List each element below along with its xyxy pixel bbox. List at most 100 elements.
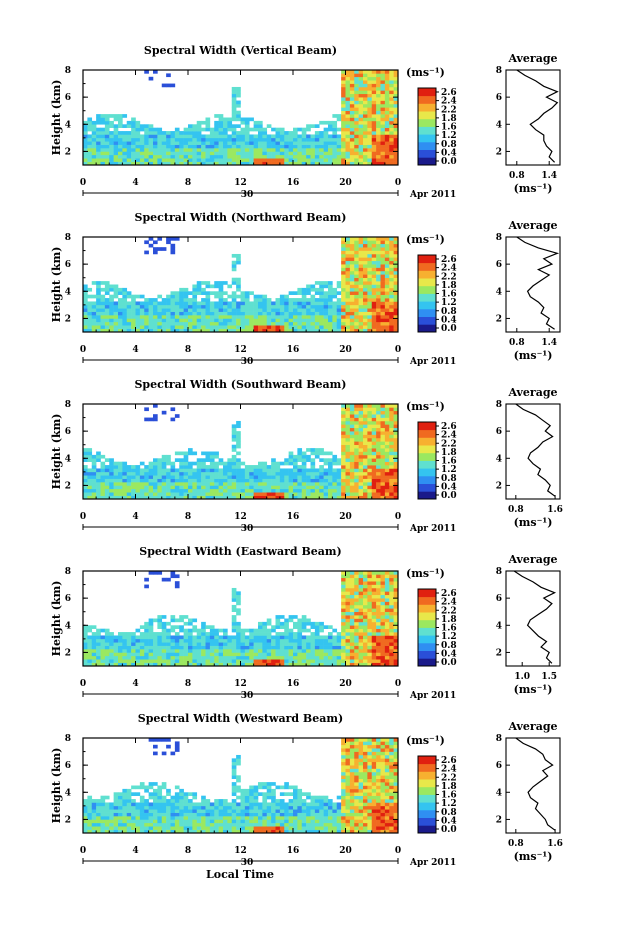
- heatmap-cell: [101, 305, 106, 309]
- heatmap-cell: [118, 659, 123, 663]
- heatmap-cell: [341, 94, 346, 98]
- heatmap-cell: [140, 151, 145, 155]
- heatmap-cell: [140, 816, 145, 820]
- heatmap-cell: [258, 128, 263, 132]
- heatmap-cell: [381, 301, 386, 305]
- heatmap-cell: [241, 141, 246, 145]
- heatmap-cell: [276, 318, 281, 322]
- heatmap-cells: [83, 738, 398, 833]
- heatmap-cell: [157, 635, 162, 639]
- heatmap-cell: [315, 315, 320, 319]
- heatmap-cell: [136, 308, 141, 312]
- heatmap-cell: [254, 322, 259, 326]
- heatmap-cell: [122, 315, 127, 319]
- heatmap-cell: [315, 148, 320, 152]
- heatmap-cell: [171, 244, 176, 248]
- heatmap-cell: [219, 639, 224, 643]
- heatmap-cell: [297, 458, 302, 462]
- heatmap-cell: [389, 271, 394, 275]
- heatmap-cell: [153, 155, 158, 159]
- heatmap-cell: [315, 291, 320, 295]
- profile-x-tick-label: 1.4: [541, 338, 557, 348]
- heatmap-cell: [109, 312, 114, 316]
- heatmap-cell: [227, 308, 232, 312]
- heatmap-cell: [293, 308, 298, 312]
- heatmap-cell: [389, 77, 394, 81]
- heatmap-cell: [232, 635, 237, 639]
- heatmap-cell: [302, 642, 307, 646]
- heatmap-cell: [297, 155, 302, 159]
- heatmap-cell: [346, 298, 351, 302]
- heatmap-cell: [236, 489, 241, 493]
- heatmap-cell: [262, 652, 267, 656]
- heatmap-cell: [346, 622, 351, 626]
- heatmap-cell: [381, 441, 386, 445]
- heatmap-cell: [219, 489, 224, 493]
- colorbar-tick-label: 0.0: [441, 491, 457, 501]
- heatmap-cell: [302, 479, 307, 483]
- heatmap-cell: [289, 629, 294, 633]
- heatmap-cell: [324, 639, 329, 643]
- heatmap-cell: [219, 482, 224, 486]
- heatmap-cell: [214, 155, 219, 159]
- heatmap-cell: [219, 468, 224, 472]
- heatmap-cell: [245, 635, 250, 639]
- heatmap-cell: [210, 325, 215, 329]
- heatmap-cell: [346, 639, 351, 643]
- heatmap-cell: [324, 656, 329, 660]
- heatmap-cell: [118, 796, 123, 800]
- heatmap-cell: [105, 138, 110, 142]
- heatmap-cell: [122, 479, 127, 483]
- heatmap-cell: [376, 240, 381, 244]
- heatmap-cell: [381, 155, 386, 159]
- heatmap-cell: [136, 816, 141, 820]
- heatmap-cell: [346, 591, 351, 595]
- heatmap-cell: [271, 315, 276, 319]
- heatmap-cell: [346, 659, 351, 663]
- heatmap-cell: [201, 642, 206, 646]
- heatmap-cell: [376, 448, 381, 452]
- heatmap-cell: [280, 492, 285, 496]
- heatmap-cell: [118, 799, 123, 803]
- heatmap-cell: [381, 148, 386, 152]
- heatmap-cell: [162, 158, 167, 162]
- heatmap-cell: [249, 118, 254, 122]
- x-tick-label: 16: [287, 178, 300, 188]
- heatmap-cell: [276, 462, 281, 466]
- heatmap-cell: [254, 124, 259, 128]
- heatmap-cell: [363, 291, 368, 295]
- heatmap-cell: [197, 489, 202, 493]
- heatmap-cell: [389, 305, 394, 309]
- heatmap-cell: [227, 158, 232, 162]
- heatmap-cell: [284, 298, 289, 302]
- heatmap-cell: [359, 101, 364, 105]
- heatmap-cell: [127, 318, 132, 322]
- heatmap-cell: [354, 625, 359, 629]
- heatmap-cell: [197, 315, 202, 319]
- heatmap-cell: [302, 482, 307, 486]
- heatmap-cell: [354, 268, 359, 272]
- heatmap-cell: [258, 318, 263, 322]
- heatmap-cell: [381, 288, 386, 292]
- heatmap-cell: [109, 285, 114, 289]
- heatmap-cell: [157, 315, 162, 319]
- heatmap-cell: [105, 489, 110, 493]
- heatmap-cell: [289, 646, 294, 650]
- heatmap-cell: [284, 295, 289, 299]
- heatmap-cell: [232, 591, 237, 595]
- heatmap-cell: [280, 475, 285, 479]
- heatmap-cell: [179, 288, 184, 292]
- heatmap-cell: [341, 90, 346, 94]
- heatmap-cell: [385, 131, 390, 135]
- heatmap-cell: [385, 642, 390, 646]
- heatmap-cell: [254, 151, 259, 155]
- heatmap-cell: [144, 322, 149, 326]
- heatmap-cell: [363, 649, 368, 653]
- heatmap-cell: [118, 312, 123, 316]
- heatmap-cell: [311, 458, 316, 462]
- heatmap-cell: [188, 646, 193, 650]
- heatmap-cell: [136, 629, 141, 633]
- heatmap-cell: [306, 479, 311, 483]
- heatmap-cell: [328, 492, 333, 496]
- heatmap-cell: [359, 472, 364, 476]
